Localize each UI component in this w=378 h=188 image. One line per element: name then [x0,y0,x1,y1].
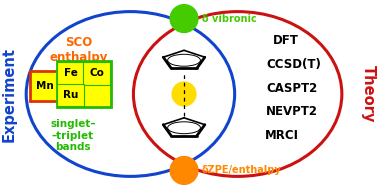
Text: CASPT2: CASPT2 [266,82,318,95]
Text: Co: Co [89,68,104,78]
Circle shape [170,157,198,184]
FancyBboxPatch shape [57,84,84,106]
FancyBboxPatch shape [57,61,111,107]
Text: δZPE/enthalpy: δZPE/enthalpy [202,165,282,175]
FancyBboxPatch shape [30,71,60,101]
FancyBboxPatch shape [83,62,110,85]
Text: NEVPT2: NEVPT2 [266,105,318,118]
Text: SCO
enthalpy: SCO enthalpy [50,36,108,64]
Polygon shape [163,50,205,68]
Text: CCSD(T): CCSD(T) [267,58,322,71]
Ellipse shape [133,12,342,176]
Text: Mn: Mn [36,81,54,91]
Text: Ru: Ru [63,90,79,100]
Text: DFT: DFT [273,34,299,47]
FancyBboxPatch shape [57,62,84,85]
Text: singlet–
–triplet
bands: singlet– –triplet bands [50,119,96,152]
Text: MRCI: MRCI [265,129,299,142]
Text: Experiment: Experiment [2,46,17,142]
Text: δ vibronic: δ vibronic [202,14,257,24]
Circle shape [170,5,198,33]
Text: Theory: Theory [361,65,376,123]
Polygon shape [163,118,205,136]
Circle shape [172,82,196,106]
Ellipse shape [26,12,235,176]
Text: Fe: Fe [64,68,78,78]
